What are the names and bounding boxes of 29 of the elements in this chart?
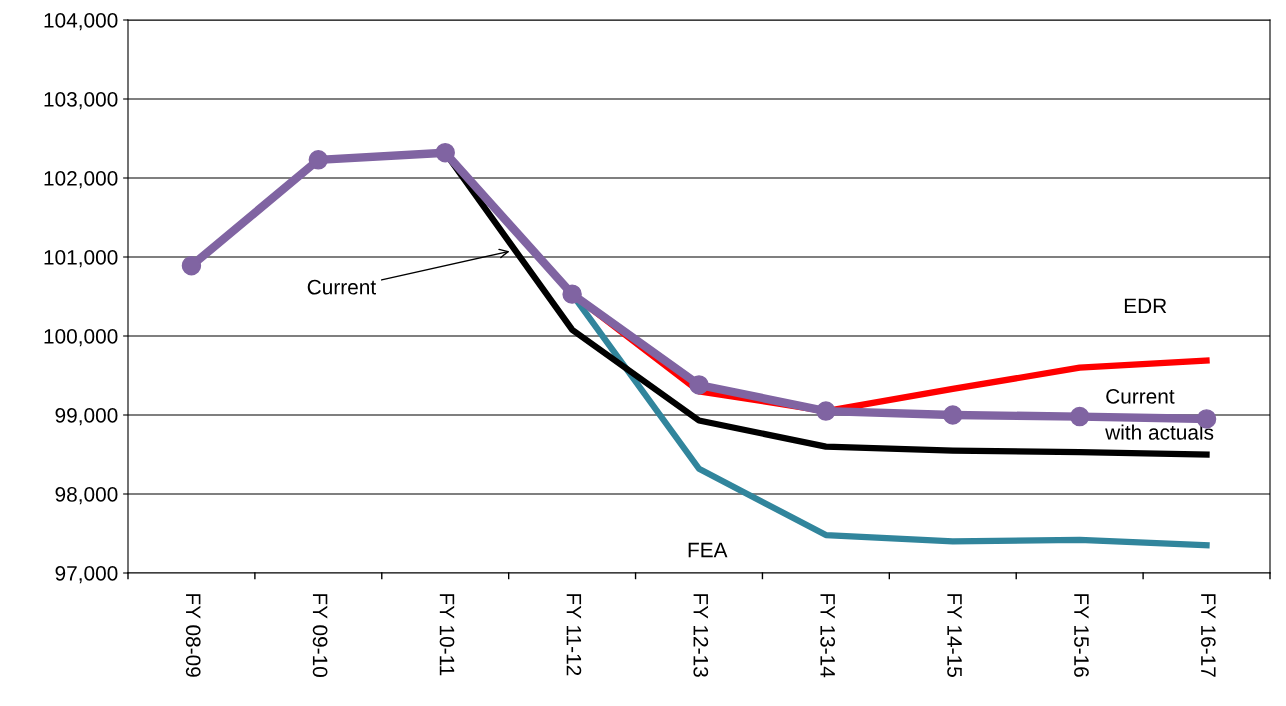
- y-tick-label: 101,000: [44, 250, 118, 268]
- point: [181, 255, 202, 276]
- y-tick-label: 102,000: [44, 171, 118, 189]
- point: [689, 375, 709, 395]
- y-tick-label: 103,000: [44, 92, 118, 110]
- point: [308, 150, 329, 170]
- point: [1069, 406, 1090, 427]
- x-tick-label: FY 12-13: [693, 594, 709, 677]
- x-tick-label: FY 16-17: [1200, 594, 1216, 677]
- text: Current: [307, 279, 376, 295]
- y-tick-label: 98,000: [55, 487, 118, 505]
- y-tick-label: 100,000: [44, 329, 118, 347]
- x-tick-label: FY 13-14: [820, 594, 836, 678]
- x-tick-label: FY 15-16: [1074, 594, 1089, 677]
- x-tick-label: FY 09-10: [312, 594, 328, 677]
- point: [816, 401, 836, 421]
- y-tick-label: 104,000: [44, 13, 118, 31]
- x-tick-label: FY 08-09: [185, 594, 201, 677]
- y-tick-label: 97,000: [55, 566, 118, 584]
- x-tick-label: FY 11-12: [566, 594, 582, 676]
- text: FEA: [688, 542, 728, 558]
- y-tick-label: 99,000: [55, 408, 118, 426]
- x-tick-label: FY 10-11: [439, 594, 455, 676]
- text: EDR: [1124, 298, 1167, 314]
- point: [435, 142, 455, 163]
- x-tick-label: FY 14-15: [947, 594, 962, 677]
- point: [562, 284, 582, 304]
- point: [943, 405, 963, 425]
- series-label: Current with actuals: [1105, 389, 1214, 440]
